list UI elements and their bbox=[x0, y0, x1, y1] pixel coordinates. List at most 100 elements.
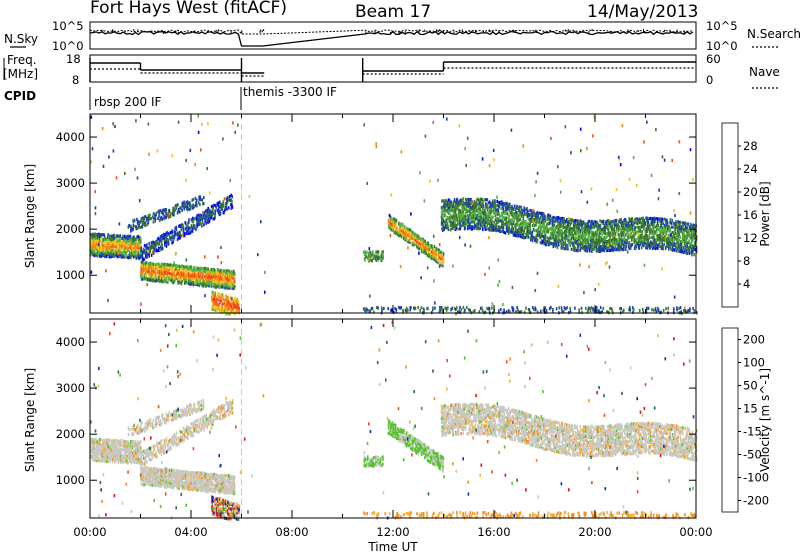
echo-cell bbox=[639, 233, 642, 237]
echo-cell bbox=[212, 211, 214, 215]
echo-cell bbox=[100, 252, 102, 256]
echo-cell bbox=[476, 226, 478, 231]
echo-cell bbox=[610, 225, 612, 229]
echo-cell bbox=[117, 242, 119, 246]
echo-cell bbox=[182, 205, 185, 209]
echo-cell bbox=[563, 306, 566, 310]
echo-cell bbox=[139, 252, 142, 256]
echo-cell bbox=[464, 243, 466, 247]
echo-cell bbox=[572, 227, 575, 232]
echo-cell bbox=[94, 245, 97, 249]
echo-cell bbox=[612, 238, 614, 242]
echo-cell bbox=[233, 276, 236, 281]
echo-cell bbox=[455, 206, 458, 210]
echo-cell bbox=[411, 243, 414, 247]
echo-cell bbox=[480, 213, 483, 217]
echo-cell bbox=[579, 234, 582, 238]
echo-cell bbox=[531, 223, 534, 228]
echo-cell bbox=[532, 213, 535, 217]
echo-cell bbox=[213, 302, 216, 306]
echo-cell bbox=[144, 244, 147, 248]
echo-cell bbox=[560, 244, 563, 248]
echo-cell bbox=[209, 279, 212, 284]
echo-cell bbox=[169, 236, 171, 240]
echo-cell bbox=[98, 236, 101, 240]
echo-cell bbox=[227, 280, 229, 284]
echo-cell bbox=[485, 205, 487, 209]
echo-cell bbox=[507, 203, 510, 207]
echo-cell bbox=[141, 220, 143, 224]
echo-cell bbox=[118, 239, 120, 243]
echo-cell bbox=[101, 233, 103, 237]
echo-cell bbox=[152, 262, 155, 266]
echo-cell bbox=[590, 246, 592, 250]
echo-cell bbox=[195, 268, 197, 272]
echo-cell bbox=[441, 256, 444, 260]
echo-cell bbox=[186, 208, 189, 212]
echo-cell bbox=[515, 229, 518, 233]
echo-cell bbox=[665, 307, 667, 311]
echo-cell bbox=[131, 241, 134, 245]
echo-cell bbox=[523, 236, 526, 240]
echo-cell bbox=[660, 229, 662, 233]
echo-cell bbox=[132, 253, 134, 257]
echo-cell bbox=[488, 266, 490, 270]
echo-cell bbox=[150, 244, 153, 248]
echo-cell bbox=[588, 219, 591, 223]
echo-cell bbox=[462, 214, 464, 218]
echo-cell bbox=[680, 225, 682, 229]
echo-cell bbox=[191, 274, 194, 278]
echo-cell bbox=[442, 260, 445, 264]
echo-cell bbox=[469, 210, 472, 214]
echo-cell bbox=[572, 219, 575, 223]
echo-cell bbox=[638, 225, 641, 229]
echo-cell bbox=[400, 306, 402, 310]
echo-cell bbox=[679, 226, 681, 230]
echo-cell bbox=[509, 218, 511, 223]
echo-cell bbox=[488, 211, 491, 215]
echo-cell bbox=[505, 216, 508, 220]
echo-cell bbox=[397, 234, 400, 238]
echo-cell bbox=[133, 218, 136, 222]
echo-cell bbox=[435, 249, 437, 253]
echo-cell bbox=[375, 142, 377, 146]
echo-cell bbox=[193, 205, 196, 209]
echo-cell bbox=[186, 231, 189, 235]
echo-cell bbox=[671, 239, 674, 243]
echo-cell bbox=[437, 257, 440, 261]
echo-cell bbox=[228, 278, 230, 282]
echo-cell bbox=[463, 223, 466, 227]
echo-cell bbox=[93, 458, 95, 462]
echo-cell bbox=[638, 246, 641, 250]
noise-speck bbox=[436, 29, 438, 32]
echo-cell bbox=[496, 219, 499, 223]
echo-cell bbox=[506, 210, 508, 214]
echo-cell bbox=[155, 274, 157, 278]
echo-cell bbox=[189, 280, 192, 284]
echo-cell bbox=[506, 212, 509, 216]
echo-cell bbox=[597, 222, 599, 227]
echo-cell bbox=[564, 232, 567, 236]
echo-cell bbox=[652, 240, 655, 244]
echo-cell bbox=[479, 210, 482, 214]
echo-cell bbox=[399, 222, 401, 226]
echo-cell bbox=[121, 255, 124, 259]
echo-cell bbox=[635, 240, 638, 244]
echo-cell bbox=[598, 228, 601, 232]
echo-cell bbox=[473, 225, 476, 229]
echo-cell bbox=[544, 217, 546, 221]
echo-cell bbox=[528, 213, 531, 217]
echo-cell bbox=[203, 281, 205, 285]
echo-cell bbox=[219, 209, 221, 213]
echo-cell bbox=[420, 249, 423, 253]
echo-cell bbox=[587, 243, 590, 247]
echo-cell bbox=[153, 279, 155, 283]
echo-cell bbox=[193, 268, 196, 273]
echo-cell bbox=[224, 269, 226, 273]
echo-cell bbox=[148, 271, 150, 275]
echo-cell bbox=[500, 202, 502, 206]
echo-cell bbox=[164, 216, 166, 220]
echo-cell bbox=[595, 310, 597, 314]
echo-cell bbox=[625, 224, 627, 228]
echo-cell bbox=[375, 145, 378, 149]
